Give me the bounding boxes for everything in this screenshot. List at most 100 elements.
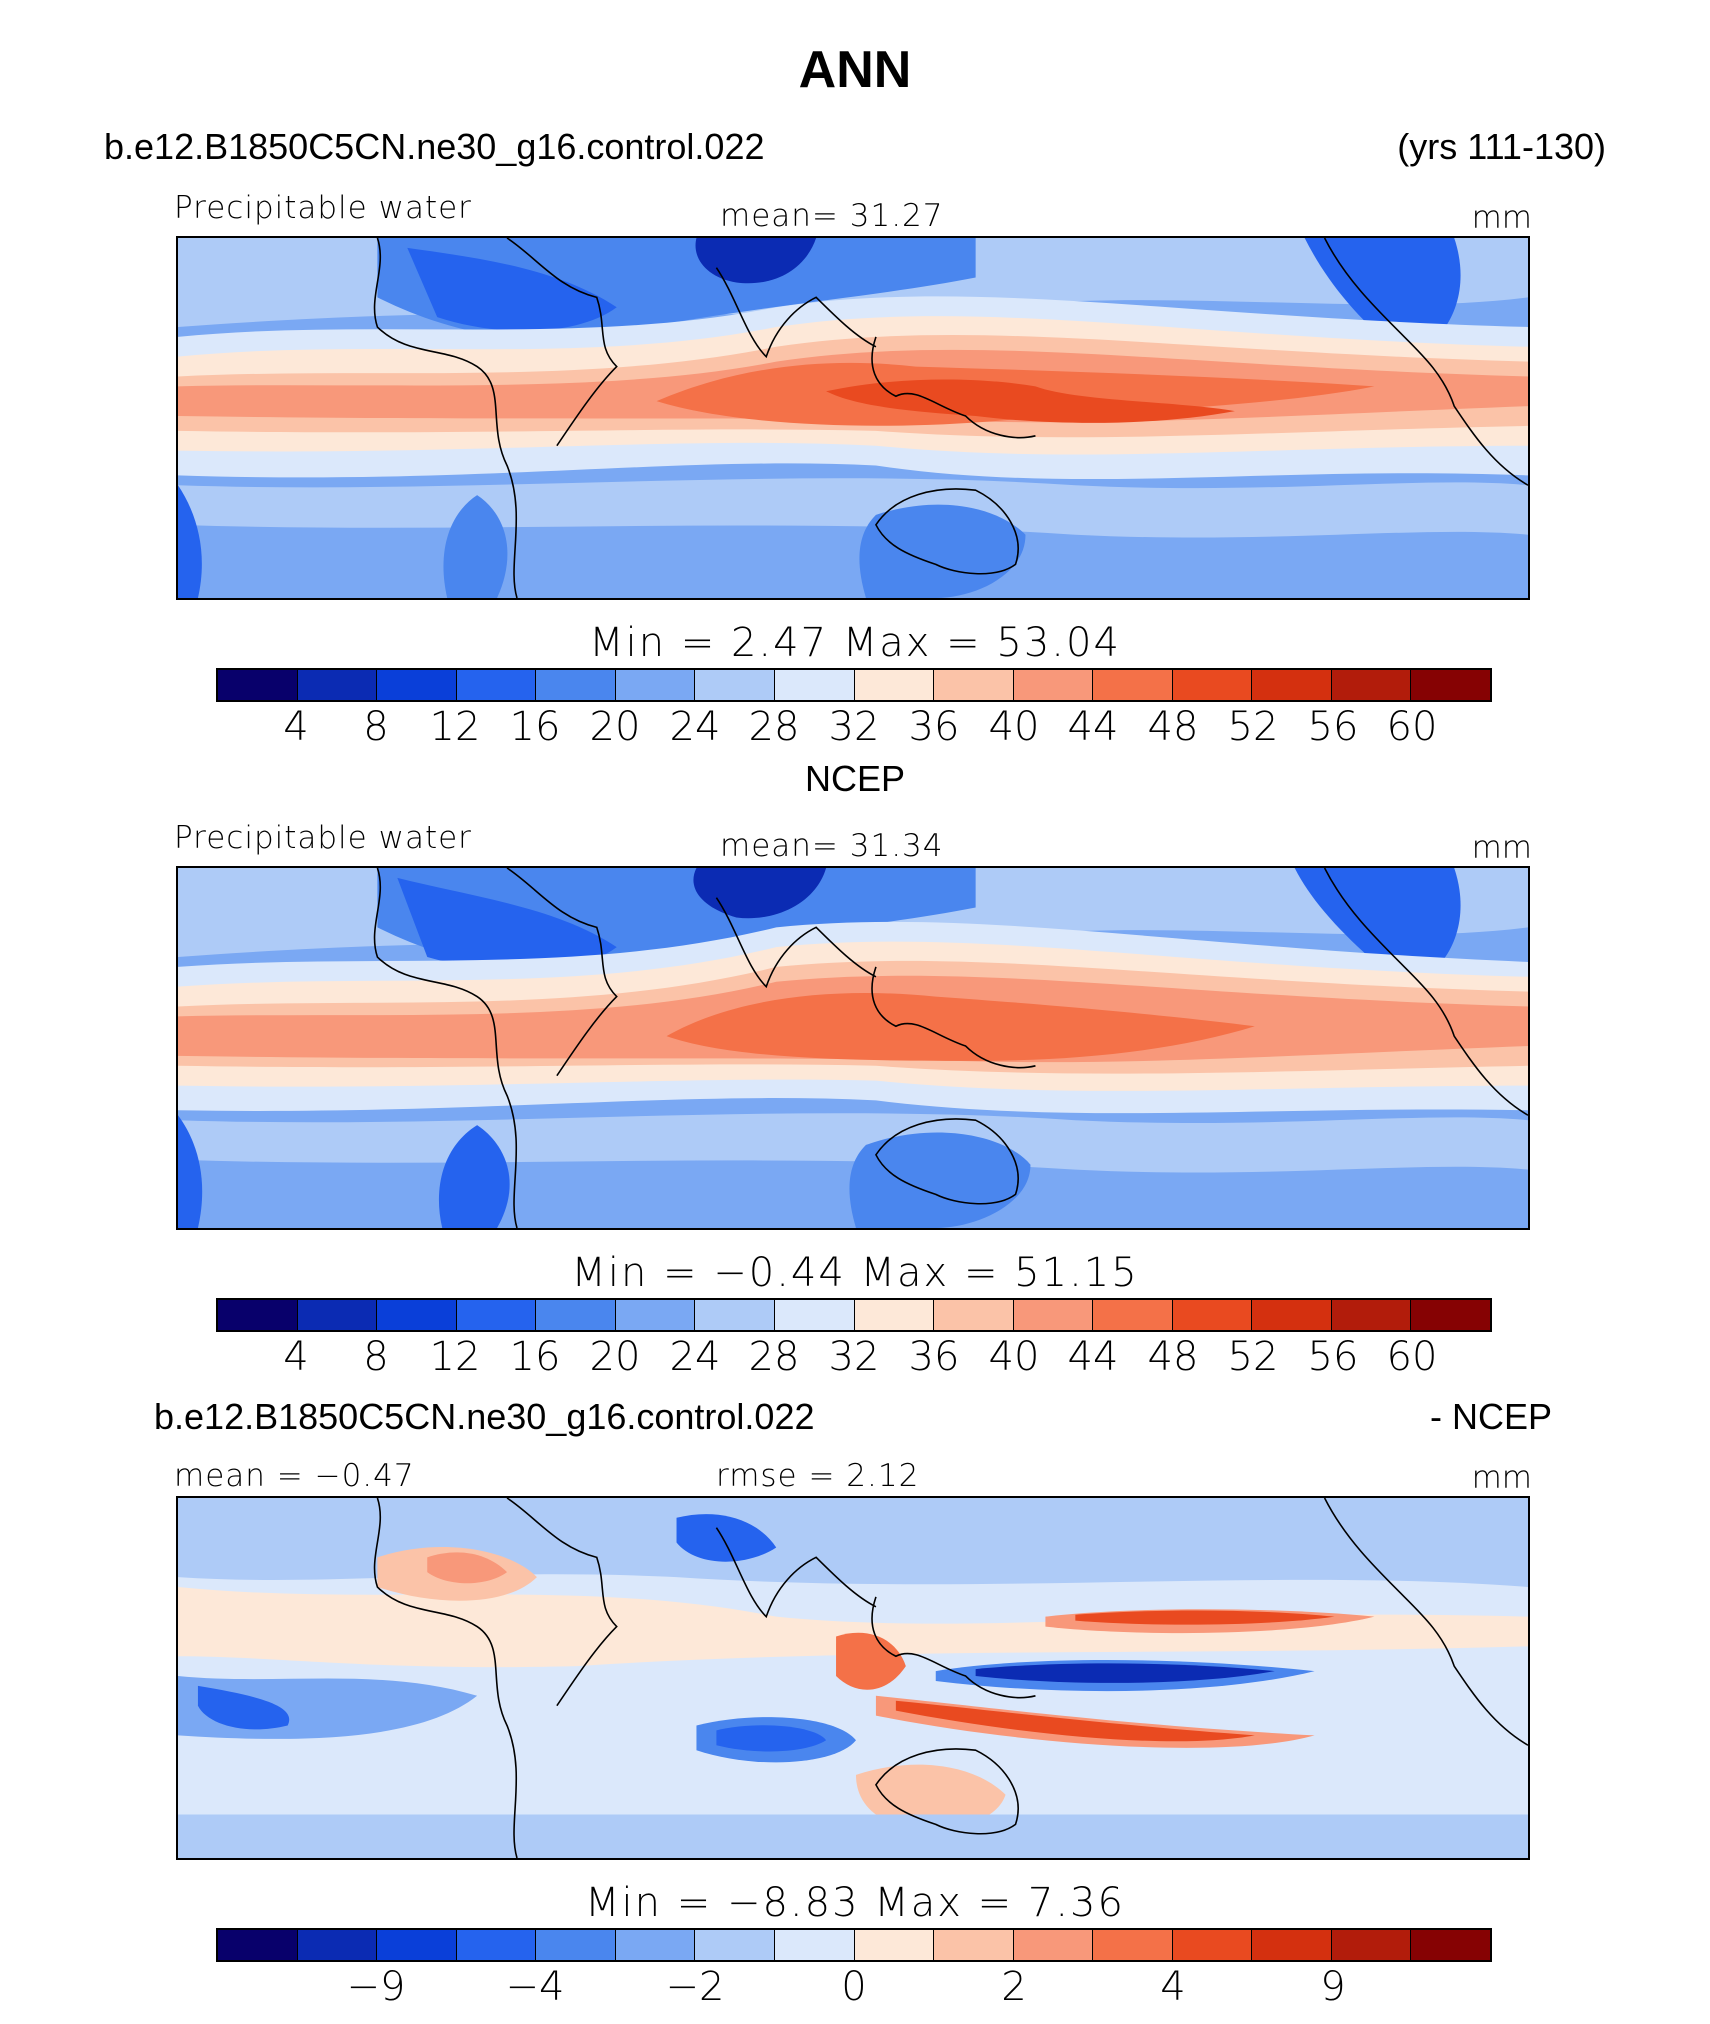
- colorbar-swatch: [536, 670, 616, 700]
- colorbar-swatch: [1093, 1300, 1173, 1330]
- panel3-minus-source: - NCEP: [1429, 1396, 1552, 1437]
- colorbar-swatch: [934, 670, 1014, 700]
- colorbar-tick: 60: [1386, 1334, 1438, 1380]
- colorbar-tick: 20: [589, 704, 641, 750]
- colorbar-swatch: [377, 1930, 457, 1960]
- colorbar-tick: −9: [346, 1964, 406, 2010]
- panel1-years: (yrs 111-130): [1397, 126, 1606, 167]
- panel2-map-field: [178, 868, 1528, 1228]
- colorbar-swatch: [1013, 1300, 1094, 1330]
- colorbar-swatch: [1331, 1300, 1412, 1330]
- colorbar-swatch: [1331, 670, 1412, 700]
- colorbar-swatch: [377, 670, 457, 700]
- colorbar-swatch: [1411, 1300, 1490, 1330]
- colorbar-tick: 32: [828, 1334, 880, 1380]
- colorbar-tick: 0: [841, 1964, 867, 2010]
- colorbar-tick: 9: [1320, 1964, 1346, 2010]
- colorbar-swatch: [1252, 670, 1332, 700]
- colorbar-swatch: [297, 670, 378, 700]
- panel3-mean: mean = −0.47: [174, 1458, 415, 1494]
- colorbar-swatch: [934, 1300, 1014, 1330]
- panel3-colorbar-ticks: −9 −4 −2 0 2 4 9: [0, 1964, 1710, 2014]
- panel2-min-max: Min = −0.44 Max = 51.15: [571, 1250, 1139, 1296]
- colorbar-swatch: [1172, 670, 1253, 700]
- panel3-map: [176, 1496, 1530, 1860]
- panel3-min-max: Min = −8.83 Max = 7.36: [585, 1880, 1125, 1926]
- colorbar-swatch: [456, 670, 537, 700]
- colorbar-tick: 36: [908, 1334, 960, 1380]
- colorbar-tick: 40: [988, 1334, 1040, 1380]
- colorbar-swatch: [1411, 670, 1490, 700]
- colorbar-swatch: [774, 1300, 855, 1330]
- colorbar-swatch: [536, 1930, 616, 1960]
- panel3-case-name: b.e12.B1850C5CN.ne30_g16.control.022: [154, 1396, 815, 1437]
- colorbar-swatch: [218, 1300, 298, 1330]
- colorbar-tick: 20: [589, 1334, 641, 1380]
- colorbar-tick: 36: [908, 704, 960, 750]
- panel2-variable-label: Precipitable water: [174, 820, 472, 856]
- colorbar-tick: 44: [1067, 1334, 1119, 1380]
- colorbar-tick: 12: [429, 704, 481, 750]
- colorbar-tick: 60: [1386, 704, 1438, 750]
- panel1-colorbar-ticks: 4 8 12 16 20 24 28 32 36 40 44 48 52 56 …: [0, 704, 1710, 754]
- colorbar-swatch: [297, 1300, 378, 1330]
- colorbar-tick: 52: [1227, 1334, 1279, 1380]
- colorbar-swatch: [695, 1300, 775, 1330]
- colorbar-swatch: [377, 1300, 457, 1330]
- colorbar-tick: 56: [1307, 1334, 1359, 1380]
- colorbar-tick: 32: [828, 704, 880, 750]
- colorbar-tick: 4: [1160, 1964, 1186, 2010]
- colorbar-tick: 44: [1067, 704, 1119, 750]
- colorbar-swatch: [774, 1930, 855, 1960]
- colorbar-swatch: [854, 1300, 935, 1330]
- colorbar-tick: 4: [283, 1334, 309, 1380]
- colorbar-swatch: [218, 670, 298, 700]
- panel3-rmse: rmse = 2.12: [716, 1458, 920, 1494]
- colorbar-swatch: [1172, 1300, 1253, 1330]
- panel2-colorbar: [216, 1298, 1492, 1332]
- colorbar-swatch: [615, 1930, 696, 1960]
- panel1-map: [176, 236, 1530, 600]
- colorbar-tick: 24: [669, 1334, 721, 1380]
- panel2-map: [176, 866, 1530, 1230]
- panel1-case-name: b.e12.B1850C5CN.ne30_g16.control.022: [104, 126, 765, 167]
- colorbar-tick: 8: [363, 1334, 389, 1380]
- colorbar-tick: 2: [1001, 1964, 1027, 2010]
- colorbar-tick: 12: [429, 1334, 481, 1380]
- colorbar-tick: 56: [1307, 704, 1359, 750]
- colorbar-swatch: [615, 1300, 696, 1330]
- panel3-units: mm: [1471, 1460, 1532, 1496]
- colorbar-swatch: [1013, 670, 1094, 700]
- colorbar-swatch: [615, 670, 696, 700]
- figure-title: ANN: [798, 41, 912, 99]
- panel1-min-max: Min = 2.47 Max = 53.04: [589, 620, 1121, 666]
- colorbar-tick: 8: [363, 704, 389, 750]
- panel2-source: NCEP: [804, 758, 906, 799]
- colorbar-swatch: [695, 670, 775, 700]
- colorbar-swatch: [1093, 670, 1173, 700]
- colorbar-swatch: [218, 1930, 298, 1960]
- colorbar-swatch: [1411, 1930, 1490, 1960]
- colorbar-tick: 24: [669, 704, 721, 750]
- colorbar-swatch: [1013, 1930, 1094, 1960]
- colorbar-tick: 16: [509, 1334, 561, 1380]
- colorbar-swatch: [1252, 1300, 1332, 1330]
- colorbar-tick: −4: [505, 1964, 565, 2010]
- colorbar-tick: 28: [748, 1334, 800, 1380]
- colorbar-swatch: [854, 1930, 935, 1960]
- colorbar-swatch: [1172, 1930, 1253, 1960]
- colorbar-swatch: [854, 670, 935, 700]
- panel3-map-field: [178, 1498, 1528, 1858]
- panel2-colorbar-ticks: 4 8 12 16 20 24 28 32 36 40 44 48 52 56 …: [0, 1334, 1710, 1384]
- colorbar-swatch: [1093, 1930, 1173, 1960]
- panel1-units: mm: [1471, 200, 1532, 236]
- colorbar-tick: 48: [1147, 704, 1199, 750]
- panel2-mean: mean= 31.34: [720, 828, 944, 864]
- colorbar-swatch: [695, 1930, 775, 1960]
- colorbar-tick: 48: [1147, 1334, 1199, 1380]
- colorbar-tick: −2: [665, 1964, 725, 2010]
- colorbar-tick: 40: [988, 704, 1040, 750]
- colorbar-swatch: [774, 670, 855, 700]
- panel1-mean: mean= 31.27: [720, 198, 944, 234]
- panel2-units: mm: [1471, 830, 1532, 866]
